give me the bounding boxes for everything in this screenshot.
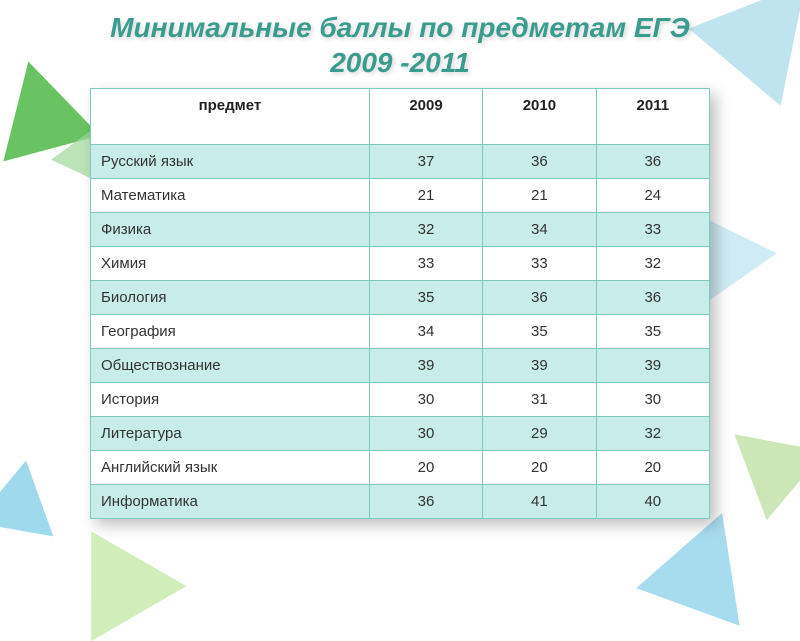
- table-row: Русский язык 37 36 36: [91, 145, 710, 179]
- table-row: Физика 32 34 33: [91, 213, 710, 247]
- table-row: Обществознание 39 39 39: [91, 349, 710, 383]
- cell-value: 36: [483, 281, 596, 315]
- cell-subject: Русский язык: [91, 145, 370, 179]
- cell-subject: Информатика: [91, 485, 370, 519]
- cell-subject: Биология: [91, 281, 370, 315]
- cell-value: 35: [596, 315, 709, 349]
- cell-value: 40: [596, 485, 709, 519]
- cell-value: 36: [369, 485, 482, 519]
- cell-value: 30: [596, 383, 709, 417]
- cell-value: 33: [369, 247, 482, 281]
- table-row: Математика 21 21 24: [91, 179, 710, 213]
- cell-subject: Физика: [91, 213, 370, 247]
- table-row: Английский язык 20 20 20: [91, 451, 710, 485]
- cell-value: 29: [483, 417, 596, 451]
- cell-value: 30: [369, 417, 482, 451]
- cell-value: 35: [369, 281, 482, 315]
- table-header-row: предмет 2009 2010 2011: [91, 89, 710, 145]
- cell-value: 35: [483, 315, 596, 349]
- cell-value: 20: [596, 451, 709, 485]
- cell-value: 36: [596, 281, 709, 315]
- cell-subject: Математика: [91, 179, 370, 213]
- cell-subject: Обществознание: [91, 349, 370, 383]
- col-2009: 2009: [369, 89, 482, 145]
- cell-value: 34: [369, 315, 482, 349]
- cell-value: 39: [369, 349, 482, 383]
- cell-value: 20: [483, 451, 596, 485]
- cell-subject: Химия: [91, 247, 370, 281]
- cell-value: 39: [596, 349, 709, 383]
- cell-value: 32: [369, 213, 482, 247]
- cell-subject: История: [91, 383, 370, 417]
- cell-value: 36: [596, 145, 709, 179]
- table-row: Химия 33 33 32: [91, 247, 710, 281]
- cell-value: 32: [596, 417, 709, 451]
- cell-subject: Английский язык: [91, 451, 370, 485]
- table-row: География 34 35 35: [91, 315, 710, 349]
- cell-value: 21: [369, 179, 482, 213]
- table-row: Литература 30 29 32: [91, 417, 710, 451]
- page-title: Минимальные баллы по предметам ЕГЭ 2009 …: [0, 10, 800, 80]
- cell-value: 24: [596, 179, 709, 213]
- cell-value: 32: [596, 247, 709, 281]
- table-row: Информатика 36 41 40: [91, 485, 710, 519]
- scores-table-container: предмет 2009 2010 2011 Русский язык 37 3…: [90, 88, 710, 519]
- cell-value: 30: [369, 383, 482, 417]
- cell-subject: Литература: [91, 417, 370, 451]
- cell-value: 31: [483, 383, 596, 417]
- cell-value: 41: [483, 485, 596, 519]
- cell-value: 33: [483, 247, 596, 281]
- scores-table: предмет 2009 2010 2011 Русский язык 37 3…: [90, 88, 710, 519]
- cell-subject: География: [91, 315, 370, 349]
- cell-value: 20: [369, 451, 482, 485]
- table-row: История 30 31 30: [91, 383, 710, 417]
- col-2011: 2011: [596, 89, 709, 145]
- title-line-1: Минимальные баллы по предметам ЕГЭ: [110, 12, 690, 43]
- cell-value: 33: [596, 213, 709, 247]
- cell-value: 39: [483, 349, 596, 383]
- cell-value: 34: [483, 213, 596, 247]
- table-row: Биология 35 36 36: [91, 281, 710, 315]
- title-line-2: 2009 -2011: [330, 47, 470, 78]
- table-body: Русский язык 37 36 36 Математика 21 21 2…: [91, 145, 710, 519]
- cell-value: 36: [483, 145, 596, 179]
- col-subject: предмет: [91, 89, 370, 145]
- cell-value: 21: [483, 179, 596, 213]
- col-2010: 2010: [483, 89, 596, 145]
- cell-value: 37: [369, 145, 482, 179]
